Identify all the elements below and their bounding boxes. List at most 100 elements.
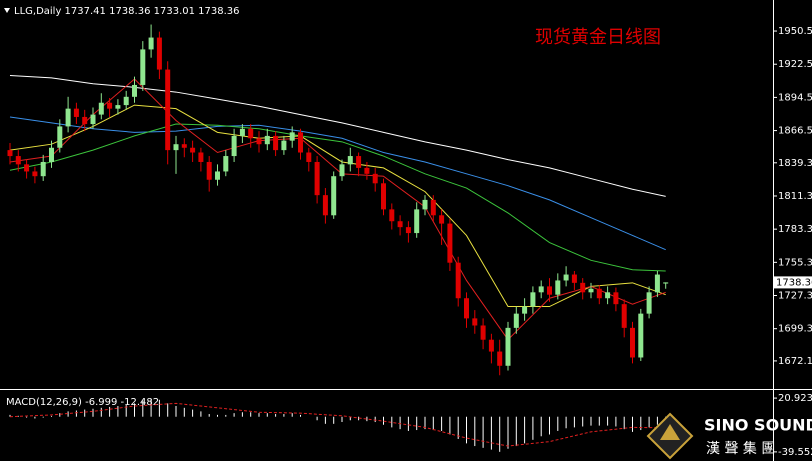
candle-body (596, 288, 602, 299)
y-tick-label: 1922.50 (778, 59, 812, 70)
candle-body (347, 156, 353, 165)
candle-body (239, 128, 245, 136)
y-tick-label: 1839.30 (778, 158, 812, 169)
moving-average-line (9, 116, 666, 251)
y-tick-label: 1699.30 (778, 324, 812, 335)
y-tick-label: 1672.10 (778, 356, 812, 367)
candle-body (522, 306, 528, 314)
candle-body (40, 161, 46, 177)
y-tick-label: 20.923 (778, 393, 812, 404)
logo-name: SINO SOUND (704, 416, 812, 435)
candle-body (580, 282, 586, 293)
current-price-label: 1738.36 (776, 277, 812, 288)
candle-body (148, 37, 154, 50)
candle-body (605, 292, 611, 299)
candle-body (73, 108, 79, 117)
candle-body (306, 152, 312, 162)
candle-body (206, 161, 212, 180)
candle-body (98, 102, 104, 115)
candle-body (646, 292, 652, 314)
candle-body (663, 282, 669, 284)
candle-body (654, 274, 660, 293)
candle-body (638, 313, 644, 358)
y-tick-label: 1727.30 (778, 291, 812, 302)
header-icon (4, 8, 10, 13)
candle-body (439, 215, 445, 224)
candle-body (90, 114, 96, 125)
candle-body (24, 164, 30, 172)
candle-body (215, 171, 220, 180)
logo: SINO SOUND 漢 聲 集 團 (646, 412, 812, 460)
candle-body (571, 274, 577, 283)
candle-body (547, 286, 552, 295)
y-tick-label: 1783.30 (778, 224, 812, 235)
macd-label: MACD(12,26,9) -6.999 -12.482 (6, 397, 159, 408)
candle-body (630, 327, 635, 358)
candle-body (588, 288, 594, 293)
candle-body (140, 49, 146, 85)
candle-body (256, 138, 262, 145)
candle-body (15, 156, 21, 165)
candle-body (273, 135, 279, 151)
candle-body (322, 195, 328, 216)
candle-body (190, 147, 196, 153)
candle-body (472, 318, 478, 326)
candle-body (364, 167, 370, 174)
candle-body (488, 339, 494, 352)
candle-body (165, 69, 171, 151)
candle-body (198, 152, 204, 162)
chart-title: 现货黄金日线图 (535, 27, 661, 48)
candle-body (513, 313, 519, 328)
chart-header: LLG,Daily 1737.41 1738.36 1733.01 1738.3… (14, 6, 240, 17)
candle-body (49, 147, 54, 162)
candle-body (32, 171, 38, 177)
candle-body (107, 102, 113, 109)
y-tick-label: 1894.50 (778, 92, 812, 103)
candle-body (397, 221, 403, 228)
candle-body (538, 286, 544, 293)
candle-body (613, 292, 619, 305)
candle-body (480, 325, 486, 340)
candle-body (57, 126, 63, 148)
candle-body (181, 144, 187, 148)
y-tick-label: 1811.30 (778, 191, 812, 202)
candle-body (298, 132, 303, 153)
candle-body (621, 304, 627, 328)
y-tick-label: 1755.30 (778, 257, 812, 268)
candle-body (389, 209, 395, 222)
candle-body (331, 176, 337, 216)
candle-body (223, 156, 229, 172)
candle-body (115, 105, 121, 109)
candle-body (82, 116, 88, 125)
current-price-box (774, 276, 812, 289)
candle-body (464, 298, 469, 319)
moving-average-line (9, 123, 666, 272)
candle-body (405, 227, 411, 234)
candle-body (455, 262, 461, 299)
candle-body (372, 173, 378, 184)
candle-body (563, 274, 569, 281)
candle-body (173, 144, 179, 151)
candle-body (505, 327, 511, 366)
candle-body (356, 156, 362, 168)
signal-line (9, 402, 666, 447)
candle-body (339, 164, 345, 177)
candle-body (530, 292, 536, 307)
candle-body (430, 199, 436, 216)
candle-body (156, 37, 162, 70)
logo-subname: 漢 聲 集 團 (706, 440, 775, 457)
candle-body (289, 132, 295, 141)
y-tick-label: 1866.50 (778, 126, 812, 137)
candle-body (281, 140, 287, 151)
candle-body (381, 183, 386, 210)
y-tick-label: -39.552 (778, 447, 812, 458)
candle-body (414, 209, 420, 234)
candle-body (248, 128, 254, 139)
candle-body (123, 96, 129, 106)
logo-icon-inner (660, 424, 680, 440)
candle-body (422, 199, 428, 210)
candle-body (132, 84, 137, 97)
candle-body (7, 150, 13, 157)
candle-body (314, 161, 320, 196)
